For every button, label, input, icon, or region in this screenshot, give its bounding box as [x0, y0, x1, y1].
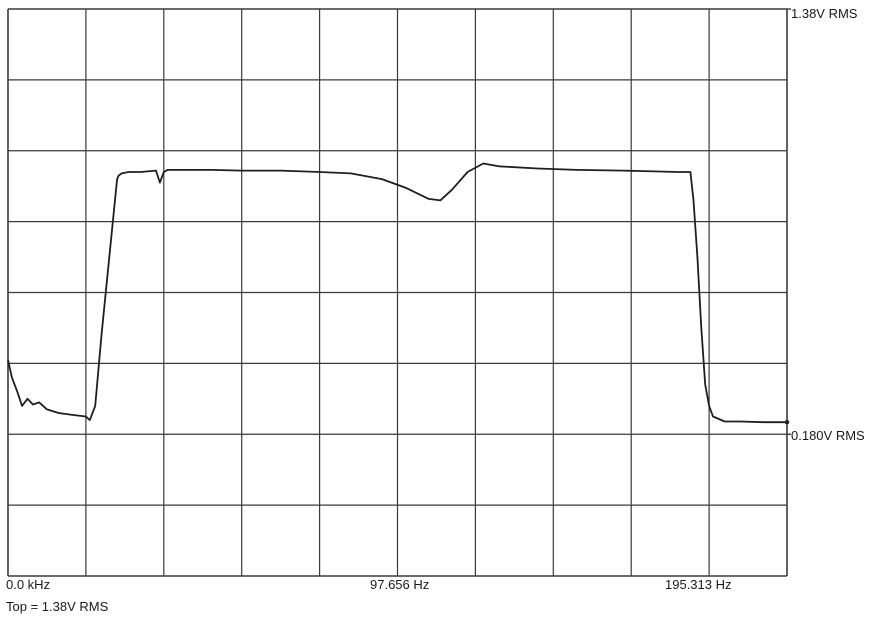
- footer-top-readout: Top = 1.38V RMS: [6, 599, 109, 614]
- trace-end-point: [784, 420, 790, 425]
- x-tick-label-start: 0.0 kHz: [6, 577, 51, 592]
- reference-level-label: 0.180V RMS: [791, 428, 865, 443]
- grid: [7, 8, 791, 577]
- x-tick-label-end: 195.313 Hz: [665, 577, 732, 592]
- top-level-label: 1.38V RMS: [791, 6, 858, 21]
- spectrum-trace: [7, 162, 787, 424]
- x-tick-label-mid: 97.656 Hz: [370, 577, 430, 592]
- trace-group: [7, 162, 790, 425]
